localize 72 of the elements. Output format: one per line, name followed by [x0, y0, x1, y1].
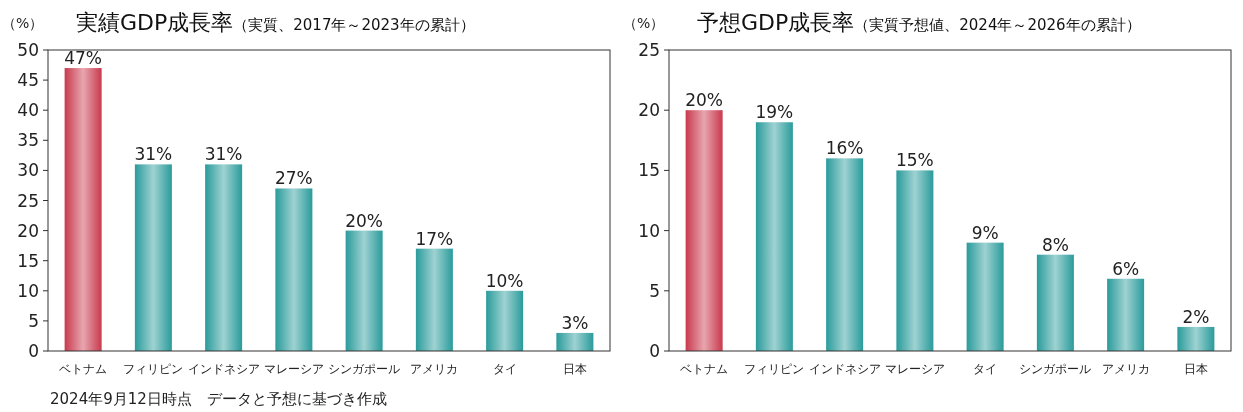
y-tick-label: 20 — [17, 220, 39, 241]
bar — [826, 158, 864, 351]
x-tick-label: アメリカ — [1101, 362, 1150, 376]
x-tick-label: フィリピン — [123, 362, 184, 376]
bar — [275, 188, 313, 351]
x-tick-label: 日本 — [1183, 362, 1208, 376]
bar — [966, 242, 1004, 351]
y-tick-label: 35 — [17, 130, 39, 151]
x-tick-label: マレーシア — [884, 362, 945, 376]
data-label: 6% — [1112, 258, 1140, 279]
data-label: 31% — [134, 144, 173, 165]
text: 2024年9月12日時点 データと予想に基づき作成 — [50, 390, 387, 409]
bar — [755, 122, 793, 351]
y-axis-title: （%） — [2, 15, 44, 31]
data-label: 27% — [274, 168, 313, 189]
y-tick-label: 0 — [649, 341, 660, 361]
data-label: 8% — [1041, 234, 1069, 255]
x-tick-label: シンガポール — [328, 362, 401, 376]
x-tick-label: フィリピン — [744, 362, 805, 376]
y-tick-label: 15 — [638, 160, 660, 181]
y-tick-label: 0 — [28, 341, 39, 361]
data-label: 9% — [971, 222, 999, 243]
chart-title: 実績GDP成長率 — [76, 10, 234, 35]
x-tick-label: アメリカ — [410, 362, 459, 376]
x-tick-label: インドネシア — [187, 362, 260, 376]
bar — [685, 110, 723, 351]
bar — [896, 170, 934, 351]
data-label: 31% — [204, 144, 243, 165]
x-tick-label: シンガポール — [1019, 362, 1092, 376]
x-tick-label: タイ — [973, 362, 998, 376]
data-label: 17% — [415, 228, 454, 249]
data-label: 20% — [685, 90, 724, 111]
bar — [556, 332, 594, 351]
bar — [1177, 326, 1215, 351]
data-label: 15% — [895, 150, 934, 171]
x-tick-label: マレーシア — [263, 362, 324, 376]
x-tick-label: ベトナム — [59, 362, 108, 376]
data-label: 2% — [1182, 306, 1210, 327]
y-tick-label: 40 — [17, 100, 39, 121]
bar — [1107, 278, 1145, 351]
bar — [1036, 254, 1074, 351]
y-tick-label: 15 — [17, 250, 39, 271]
y-tick-label: 45 — [17, 70, 39, 91]
y-tick-label: 50 — [17, 40, 39, 60]
y-tick-label: 20 — [638, 100, 660, 121]
x-tick-label: インドネシア — [808, 362, 881, 376]
y-tick-label: 10 — [638, 220, 660, 241]
x-tick-label: 日本 — [562, 362, 587, 376]
x-tick-label: ベトナム — [680, 362, 729, 376]
chart-subtitle: （実質予想値、2024年～2026年の累計） — [854, 16, 1141, 34]
y-tick-label: 5 — [649, 280, 660, 301]
y-tick-label: 25 — [638, 40, 660, 60]
data-label: 19% — [755, 102, 794, 123]
y-tick-label: 5 — [28, 310, 39, 331]
y-tick-label: 25 — [17, 190, 39, 211]
bar — [345, 230, 383, 351]
data-label: 3% — [561, 312, 589, 333]
y-axis-title: （%） — [623, 15, 665, 31]
data-label: 10% — [485, 270, 524, 291]
data-label: 47% — [64, 48, 103, 69]
bar — [205, 164, 243, 351]
data-label: 16% — [825, 138, 864, 159]
bar — [415, 248, 453, 351]
data-label: 20% — [345, 210, 384, 231]
bar — [134, 164, 172, 351]
bar — [64, 68, 102, 351]
x-tick-label: タイ — [492, 362, 517, 376]
y-tick-label: 10 — [17, 280, 39, 301]
chart-subtitle: （実質、2017年～2023年の累計） — [233, 16, 475, 34]
y-tick-label: 30 — [17, 160, 39, 181]
bar — [486, 290, 524, 351]
chart-title: 予想GDP成長率 — [697, 10, 855, 35]
